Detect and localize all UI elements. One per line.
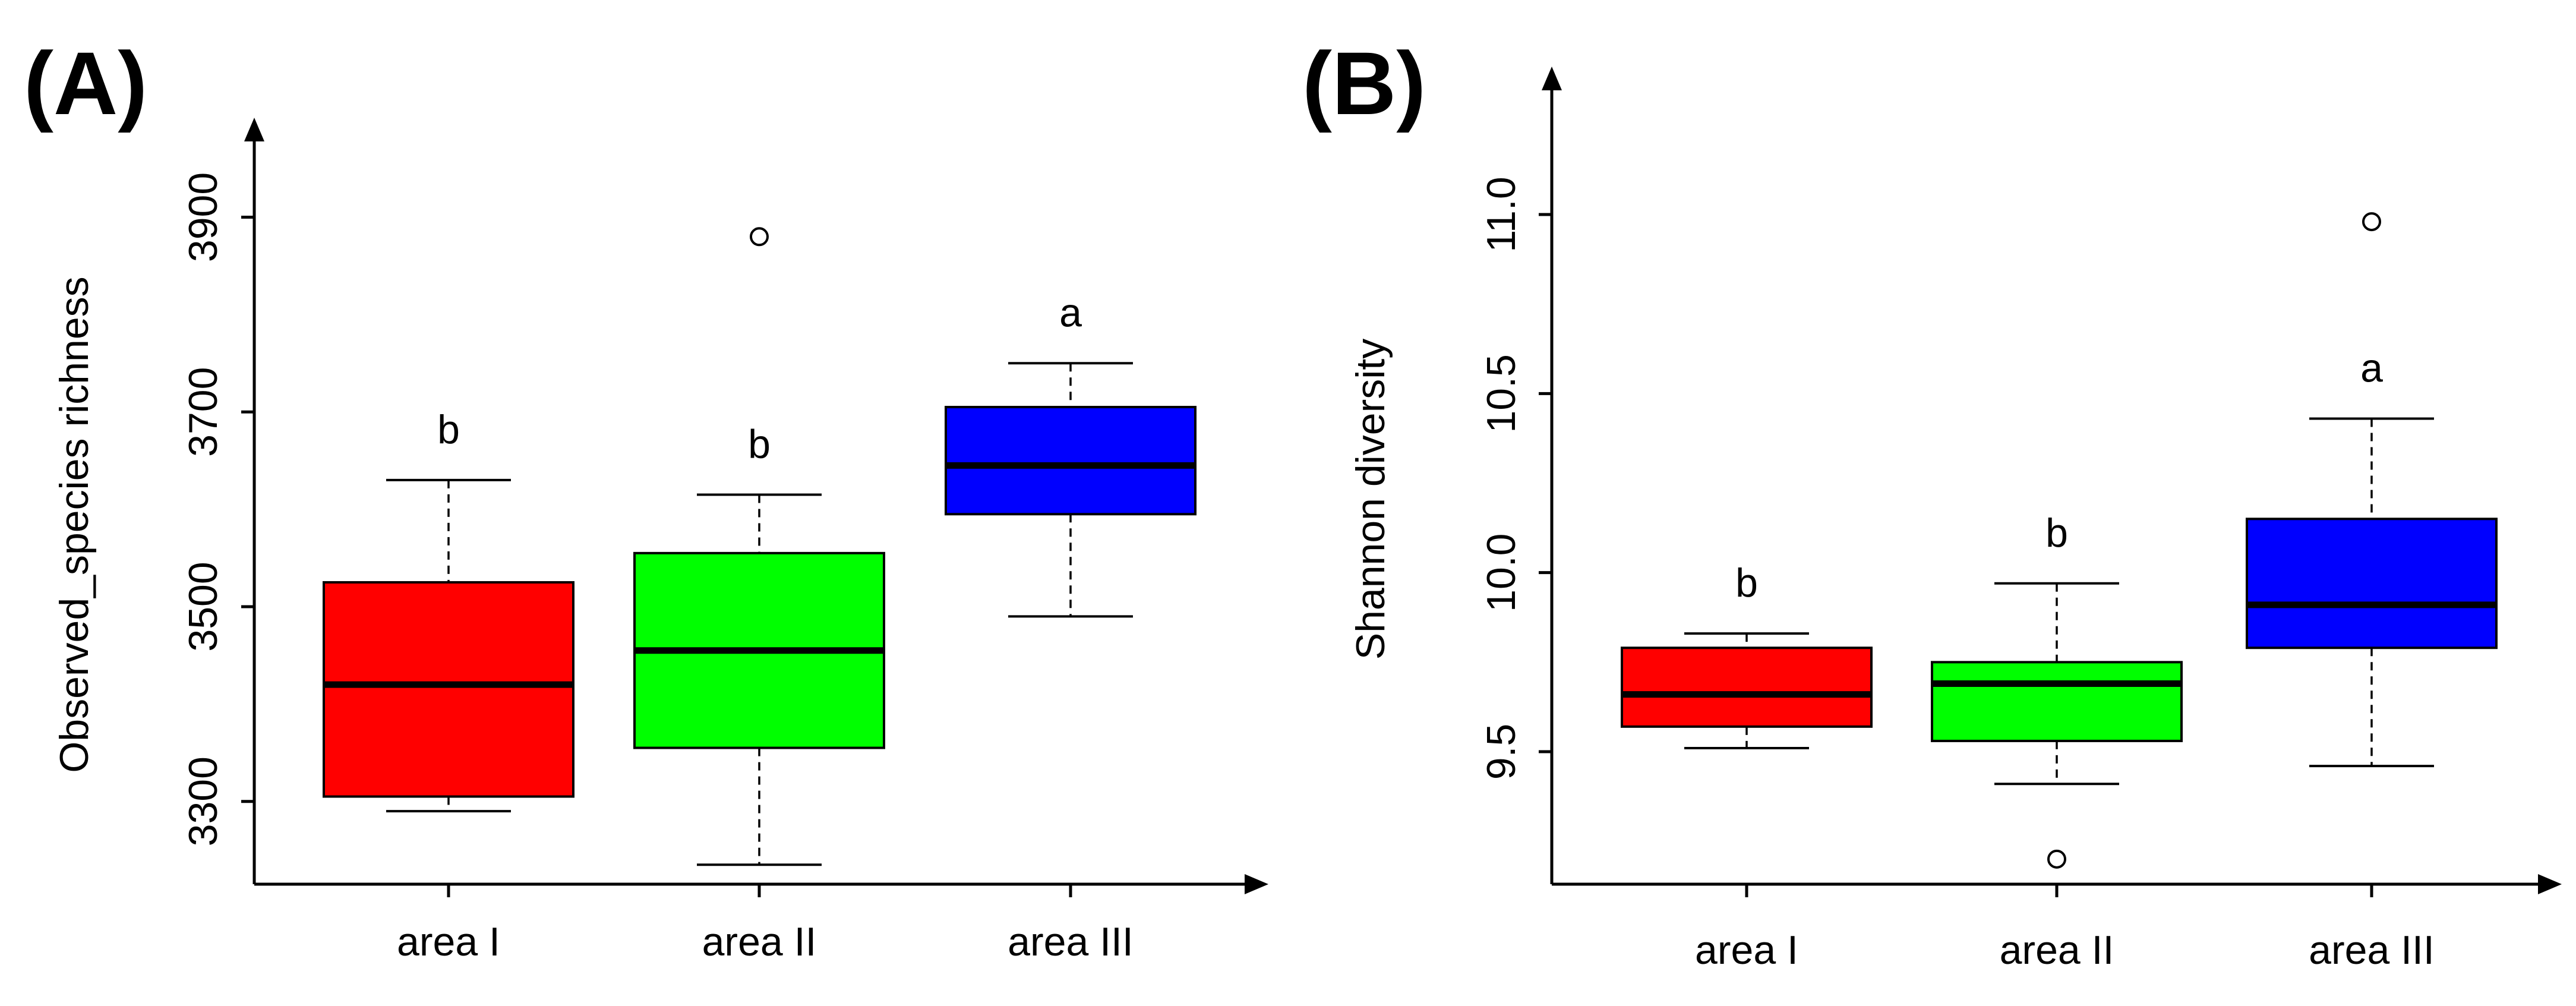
x-category-label: area I [1695,928,1798,973]
significance-letter: b [2045,510,2068,556]
y-tick-label: 10.5 [1479,354,1524,433]
panel-b-boxes: b b a [1621,212,2498,869]
y-axis-arrowhead [244,118,264,141]
iqr-box [1621,647,1873,728]
significance-letter: a [1059,290,1082,335]
x-category-label: area III [1008,919,1134,964]
y-tick-label: 11.0 [1479,176,1524,252]
panel-b-y-ticks: 9.5 10.0 10.5 11.0 [1479,176,1552,780]
y-tick-label: 10.0 [1479,534,1524,612]
panel-a-x-labels: area I area II area III [397,884,1134,964]
panel-a: (A) Observed_species richness 3300 3500 37… [24,33,1268,964]
box-area-ii: b [633,227,885,866]
box-area-ii: b [1931,510,2183,869]
panel-b-x-labels: area I area II area III [1695,884,2435,973]
significance-letter: b [748,422,771,467]
iqr-box [323,581,574,798]
panel-a-label: (A) [24,33,147,133]
y-tick-label: 3300 [181,756,226,846]
panel-a-boxes: b b a [323,227,1197,866]
y-tick-label: 9.5 [1479,724,1524,780]
x-category-label: area II [702,919,817,964]
panel-b-label: (B) [1302,33,1426,133]
significance-letter: b [1735,560,1758,606]
significance-letter: a [2360,346,2383,391]
iqr-box [945,406,1197,516]
panel-b-y-axis-title: Shannon diversity [1348,339,1393,660]
y-tick-label: 3500 [181,562,226,651]
y-tick-label: 3900 [181,172,226,262]
y-tick-label: 3700 [181,367,226,457]
box-area-i: b [1621,560,1873,749]
outlier-point [2047,849,2066,869]
iqr-box [1931,661,2183,742]
outlier-point [2362,212,2381,232]
panel-a-y-axis-title: Observed_species richness [52,276,97,772]
y-axis-arrowhead [1542,67,1562,90]
x-axis-arrowhead [1245,874,1268,894]
x-axis-arrowhead [2538,874,2562,894]
x-category-label: area II [2000,928,2114,973]
x-category-label: area I [397,919,500,964]
panel-b: (B) Shannon diversity 9.510.010.511.0 bb… [1302,33,2562,973]
box-area-iii: a [945,290,1197,618]
x-category-label: area III [2309,928,2435,973]
box-area-i: b [323,407,574,813]
outlier-point [750,227,769,247]
panel-a-y-ticks: 3300 3500 3700 3900 [181,172,254,846]
significance-letter: b [437,407,460,452]
iqr-box [2246,518,2498,649]
box-area-iii: a [2246,212,2498,768]
panel-b-axes [1542,67,2562,894]
